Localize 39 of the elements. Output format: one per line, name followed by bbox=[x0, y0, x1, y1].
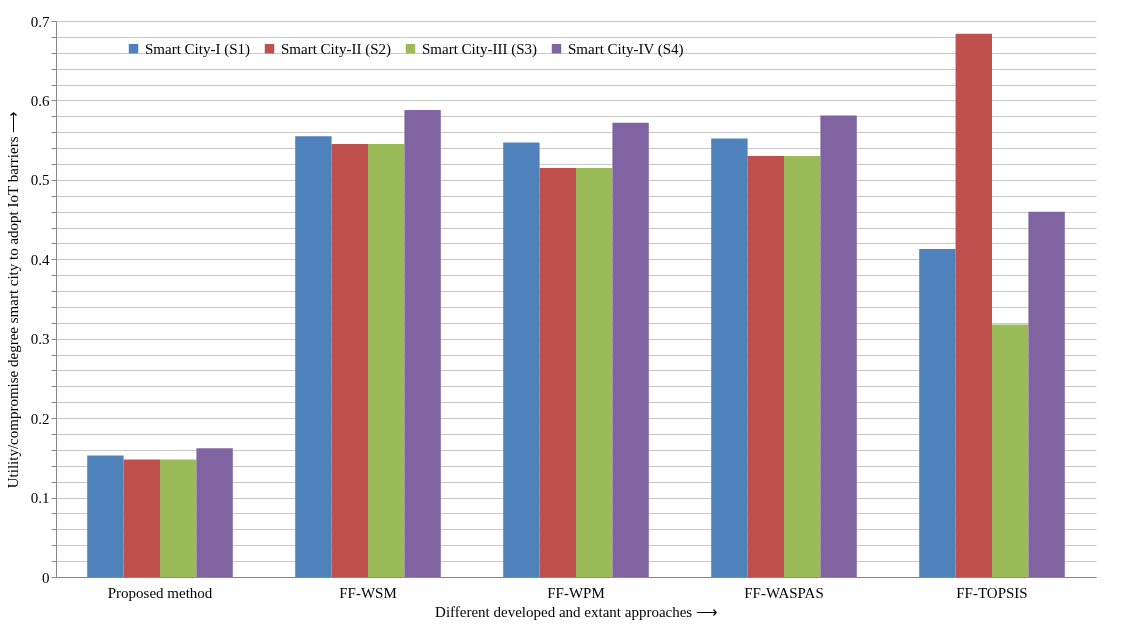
bar bbox=[123, 459, 160, 577]
bar bbox=[612, 122, 649, 577]
bar bbox=[295, 136, 332, 577]
y-axis-title: Utility/compromise degree smart city to adopt IoT barriers ⟶ bbox=[4, 110, 21, 489]
bar bbox=[160, 459, 197, 577]
bar bbox=[711, 138, 748, 577]
x-tick-label: FF-WSM bbox=[339, 584, 397, 601]
bar bbox=[539, 167, 576, 577]
legend-label: Smart City-II (S2) bbox=[281, 40, 391, 58]
bar bbox=[955, 33, 992, 577]
y-tick-label: 0.5 bbox=[30, 172, 50, 189]
x-tick-label: Proposed method bbox=[107, 584, 213, 601]
bar bbox=[992, 324, 1029, 577]
y-tick-label: 0.7 bbox=[30, 13, 50, 30]
bar bbox=[576, 167, 613, 577]
bar bbox=[747, 156, 784, 577]
bar bbox=[368, 144, 405, 577]
x-tick-label: FF-TOPSIS bbox=[956, 584, 1028, 601]
bar bbox=[784, 156, 821, 577]
bar bbox=[503, 142, 540, 577]
y-tick-label: 0.4 bbox=[30, 251, 50, 268]
x-tick-label: FF-WPM bbox=[547, 584, 605, 601]
y-tick-label: 0 bbox=[42, 569, 50, 586]
bar bbox=[196, 448, 233, 577]
bar bbox=[820, 115, 857, 577]
x-tick-label: FF-WASPAS bbox=[744, 584, 824, 601]
y-tick-label: 0.6 bbox=[30, 92, 50, 109]
bar bbox=[919, 248, 956, 577]
legend-label: Smart City-III (S3) bbox=[422, 40, 537, 58]
bar bbox=[1028, 211, 1065, 577]
y-tick-label: 0.2 bbox=[30, 410, 50, 427]
legend-label: Smart City-IV (S4) bbox=[568, 40, 684, 58]
y-tick-label: 0.3 bbox=[30, 331, 50, 348]
bar bbox=[331, 144, 368, 577]
legend-label: Smart City-I (S1) bbox=[145, 40, 250, 58]
x-axis-title: Different developed and extant approaches ⟶ bbox=[435, 603, 718, 620]
y-tick-label: 0.1 bbox=[30, 490, 50, 507]
bar bbox=[404, 109, 441, 577]
bar bbox=[87, 455, 124, 577]
